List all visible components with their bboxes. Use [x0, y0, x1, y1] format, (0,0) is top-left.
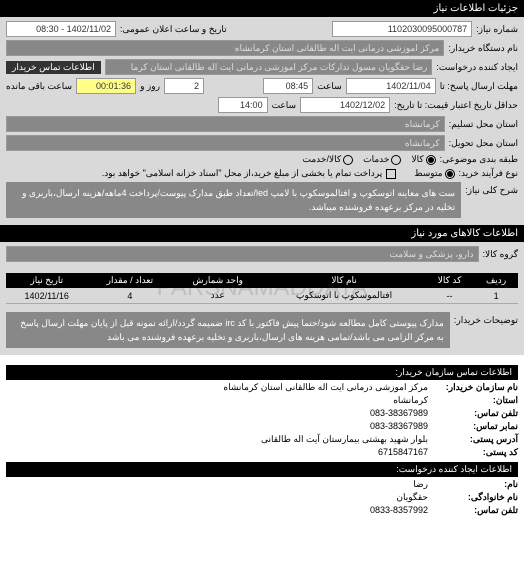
radio-both-dot [343, 155, 353, 165]
value-phone: 083-38367989 [370, 408, 428, 419]
radio-services[interactable]: خدمات [363, 154, 401, 165]
label-location: استان محل تسلیم: [449, 119, 518, 130]
label-payment-note: پرداخت تمام یا بخشی از مبلغ خرید،از محل … [102, 168, 382, 179]
label-notes: توضیحات خریدار: [454, 312, 518, 326]
label-goods-group: گروه کالا: [483, 249, 518, 260]
form-notes: توضیحات خریدار: مدارک پیوستی کامل مطالعه… [0, 308, 524, 355]
value-address: بلوار شهید بهشتی بیمارستان آیت اله طالقا… [261, 434, 428, 445]
field-deadline-date: 1402/11/04 [346, 78, 436, 94]
label-address: آدرس پستی: [428, 434, 518, 445]
creator-contact-header: اطلاعات ایجاد کننده درخواست: [6, 462, 518, 477]
field-announce-date: 1402/11/02 - 08:30 [6, 21, 116, 37]
th-code: کد کالا [425, 273, 474, 288]
field-delivery-loc: کرمانشاه [6, 135, 445, 151]
field-req-number: 1102030095000787 [332, 21, 472, 37]
field-desc: ست های معاینه اتوسکوپ و افتالموسکوپ با ل… [6, 182, 461, 218]
th-unit: واحد شمارش [172, 273, 263, 288]
field-goods-group: دارو، پزشکی و سلامت [6, 246, 479, 262]
buyer-contact-header: اطلاعات تماس سازمان خریدار: [6, 365, 518, 380]
contact-section: اطلاعات تماس سازمان خریدار: نام سازمان خ… [0, 355, 524, 524]
td-row: 1 [474, 288, 518, 304]
field-location: کرمانشاه [6, 116, 445, 132]
value-creator-phone: 0833-8357992 [370, 505, 428, 516]
label-remaining: ساعت باقی مانده [6, 81, 72, 92]
td-date: 1402/11/16 [6, 288, 88, 304]
value-postal: 6715847167 [378, 447, 428, 458]
field-valid-time: 14:00 [218, 97, 268, 113]
radio-medium[interactable]: متوسط [414, 168, 454, 179]
label-postal: کد پستی: [428, 447, 518, 458]
label-creator-phone: تلفن تماس: [428, 505, 518, 516]
th-qty: تعداد / مقدار [88, 273, 173, 288]
field-notes: مدارک پیوستی کامل مطالعه شود/حتما پیش فا… [6, 312, 450, 348]
label-creator: ایجاد کننده درخواست: [436, 62, 518, 73]
label-day-and: روز و [140, 81, 160, 92]
label-time2: ساعت [272, 100, 297, 111]
radio-services-dot [391, 155, 401, 165]
label-time1: ساعت [317, 81, 342, 92]
value-creator-name: رضا [413, 479, 428, 490]
label-fax: نمابر تماس: [428, 421, 518, 432]
radio-both[interactable]: کالا/خدمت [303, 154, 354, 165]
buyer-contact-button[interactable]: اطلاعات تماس خریدار [6, 61, 101, 74]
radio-goods-label: کالا [411, 154, 423, 165]
radio-medium-dot [445, 169, 455, 179]
label-buyer-name: نام دستگاه خریدار: [448, 43, 518, 54]
label-creator-name: نام: [428, 479, 518, 490]
goods-table: ردیف کد کالا نام کالا واحد شمارش تعداد /… [6, 273, 518, 304]
th-date: تاریخ نیاز [6, 273, 88, 288]
value-org-name: مرکز اموزشی درمانی ایت اله طالقانی استان… [223, 382, 428, 393]
radio-services-label: خدمات [363, 154, 389, 165]
td-qty: 4 [88, 288, 173, 304]
label-category: طبقه بندی موضوعی: [440, 154, 518, 165]
label-province: استان: [428, 395, 518, 406]
field-deadline-time: 08:45 [263, 78, 313, 94]
radio-goods-dot [426, 155, 436, 165]
radio-goods[interactable]: کالا [411, 154, 435, 165]
radio-medium-label: متوسط [414, 168, 442, 179]
label-req-number: شماره نیاز: [476, 24, 518, 35]
radio-both-label: کالا/خدمت [303, 154, 342, 165]
form-goods: گروه کالا: دارو، پزشکی و سلامت [0, 242, 524, 269]
table-header-row: ردیف کد کالا نام کالا واحد شمارش تعداد /… [6, 273, 518, 288]
field-remaining-days: 2 [164, 78, 204, 94]
value-fax: 083-38367989 [370, 421, 428, 432]
label-deadline-valid: حداقل تاریخ اعتبار قیمت: تا تاریخ: [394, 100, 518, 111]
label-delivery-loc: استان محل تحویل: [449, 138, 518, 149]
checkbox-payment[interactable] [386, 169, 396, 179]
value-province: کرمانشاه [393, 395, 428, 406]
td-code: -- [425, 288, 474, 304]
td-name: افتالموسکوپ با اتوسکوپ [263, 288, 425, 304]
label-announce: تاریخ و ساعت اعلان عمومی: [120, 24, 227, 35]
table-row[interactable]: 1 -- افتالموسکوپ با اتوسکوپ عدد 4 1402/1… [6, 288, 518, 304]
goods-table-wrap: ردیف کد کالا نام کالا واحد شمارش تعداد /… [0, 269, 524, 308]
field-remaining-time: 00:01:36 [76, 78, 136, 94]
th-name: نام کالا [263, 273, 425, 288]
td-unit: عدد [172, 288, 263, 304]
field-valid-date: 1402/12/02 [300, 97, 390, 113]
section-info-needs: جزئیات اطلاعات نیاز [0, 0, 524, 17]
field-creator: رضا حقگویان مسول تدارکات مرکز اموزشی درم… [105, 59, 433, 75]
label-phone: تلفن تماس: [428, 408, 518, 419]
label-org-name: نام سازمان خریدار: [428, 382, 518, 393]
label-deadline-send: مهلت ارسال پاسخ: تا [440, 81, 518, 92]
label-desc-title: شرح کلی نیاز: [465, 182, 518, 196]
label-buy-type: نوع فرآیند خرید: [459, 168, 519, 179]
th-row: ردیف [474, 273, 518, 288]
section-goods-info: اطلاعات کالاهای مورد نیاز [0, 225, 524, 242]
value-creator-family: حقگویان [396, 492, 428, 503]
radio-group-category: کالا خدمات کالا/خدمت [303, 154, 436, 165]
field-buyer-name: مرکز اموزشی درمانی ایت اله طالقانی استان… [6, 40, 444, 56]
label-creator-family: نام خانوادگی: [428, 492, 518, 503]
form-main: شماره نیاز: 1102030095000787 تاریخ و ساع… [0, 17, 524, 225]
